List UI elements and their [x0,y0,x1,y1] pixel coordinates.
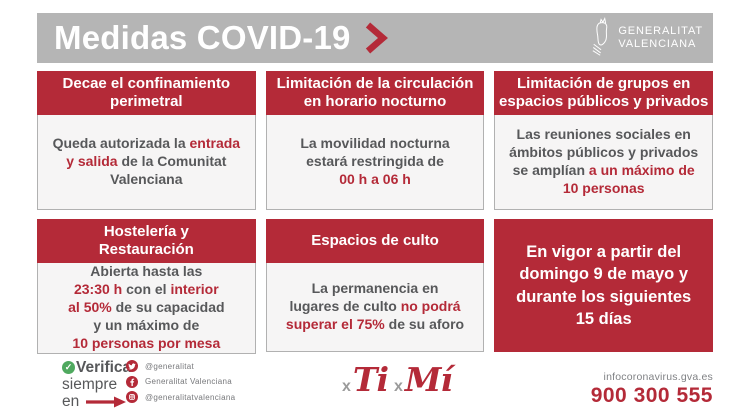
card-hosteleria-restauracion: Hostelería y Restauración Abierta hasta … [37,219,256,354]
card-limitacion-grupos: Limitación de grupos en espacios público… [494,71,714,210]
card-body: La permanencia en lugares de culto no po… [265,263,485,352]
gva-logo-text: GENERALITAT VALENCIANA [618,25,703,51]
verify-line-1: ✓ Verifica [62,359,131,376]
verify-word: Verifica [76,359,132,376]
card-body: Abierta hasta las 23:30 h con el interio… [37,263,256,354]
cards-row-2: Hostelería y Restauración Abierta hasta … [37,219,714,354]
gva-emblem-icon [591,15,613,62]
verify-line-3: en [62,393,131,410]
card-body: Las reuniones sociales en ámbitos públic… [494,115,714,210]
generalitat-valenciana-logo: GENERALITAT VALENCIANA [591,15,703,62]
card-espacios-culto: Espacios de culto La permanencia en luga… [265,219,485,352]
card-title: Limitación de la circulación en horario … [265,71,485,115]
gva-logo-line2: VALENCIANA [618,38,697,50]
card-title: Limitación de grupos en espacios público… [494,71,714,115]
twitter-icon [126,360,138,372]
card-title: Hostelería y Restauración [37,219,256,263]
twitter-handle: @generalitat [145,361,195,371]
card-entrada-en-vigor: En vigor a partir del domingo 9 de mayo … [494,219,714,352]
card-body: Queda autorizada la entrada y salida de … [37,115,256,210]
social-row-twitter: @generalitat [126,360,235,372]
verify-line-2: siempre [62,376,131,393]
contact-block: infocoronavirus.gva.es 900 300 555 [591,371,713,408]
facebook-handle: Generalitat Valenciana [145,377,232,386]
campaign-word-mi: Mí [404,360,453,399]
card-body: La movilidad nocturna estará restringida… [265,115,485,210]
card-title: Decae el confinamiento perimetral [37,71,256,115]
contact-phone: 900 300 555 [590,384,713,407]
check-icon: ✓ [62,361,75,374]
verify-block: ✓ Verifica siempre en [62,359,131,410]
card-circulacion-nocturna: Limitación de la circulación en horario … [265,71,485,210]
contact-website: infocoronavirus.gva.es [603,371,713,383]
campaign-x1: x [342,378,351,395]
campaign-x2: x [394,378,403,395]
card-body: En vigor a partir del domingo 9 de mayo … [494,219,714,352]
card-title: Espacios de culto [265,219,485,263]
social-row-instagram: @generalitatvalenciana [126,391,235,403]
instagram-icon [126,391,138,403]
instagram-handle: @generalitatvalenciana [145,392,236,402]
verify-word: siempre [62,376,118,393]
chevron-right-icon [364,20,389,56]
campaign-word-ti: Ti [352,360,389,399]
header-band: Medidas COVID-19 GENERALITAT VALENCIANA [37,13,713,63]
verify-word: en [62,393,80,410]
gva-logo-line1: GENERALITAT [618,25,703,38]
social-block: @generalitat Generalitat Valenciana @gen… [126,360,235,403]
arrow-right-icon [86,396,127,408]
social-row-facebook: Generalitat Valenciana [126,375,235,388]
facebook-icon [126,375,138,388]
campaign-logo-xti-xmi: x Ti x Mí [340,360,456,406]
card-confinamiento-perimetral: Decae el confinamiento perimetral Queda … [37,71,256,210]
page-title: Medidas COVID-19 [54,19,351,56]
cards-row-1: Decae el confinamiento perimetral Queda … [37,71,714,210]
